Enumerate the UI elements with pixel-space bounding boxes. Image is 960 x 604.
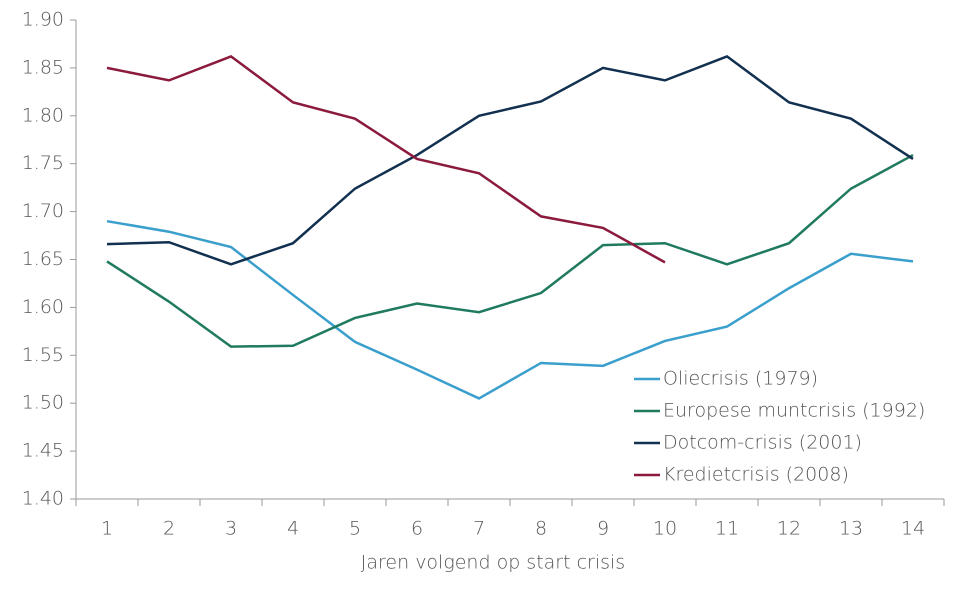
y-tick-label: 1.65	[22, 248, 64, 270]
x-tick-label: 5	[349, 518, 361, 540]
legend-label: Europese muntcrisis (1992)	[663, 400, 925, 422]
x-tick-label: 9	[597, 518, 609, 540]
legend-label: Dotcom-crisis (2001)	[663, 432, 862, 454]
y-tick-label: 1.80	[22, 104, 64, 126]
y-tick-label: 1.60	[22, 296, 64, 318]
y-tick-label: 1.55	[22, 344, 64, 366]
y-tick-label: 1.40	[22, 488, 64, 510]
y-tick-label: 1.85	[22, 56, 64, 78]
x-tick-label: 10	[653, 518, 677, 540]
x-tick-label: 12	[777, 518, 801, 540]
series-line	[106, 219, 914, 400]
legend-label: Oliecrisis (1979)	[663, 368, 818, 390]
legend-label: Kredietcrisis (2008)	[663, 464, 849, 486]
series-line	[106, 54, 914, 266]
x-tick-label: 7	[473, 518, 485, 540]
y-tick-label: 1.50	[22, 392, 64, 414]
x-tick-label: 1	[101, 518, 113, 540]
y-tick-label: 1.70	[22, 200, 64, 222]
x-tick-label: 8	[535, 518, 547, 540]
x-tick-label: 4	[287, 518, 299, 540]
y-tick-label: 1.90	[22, 9, 64, 31]
series-line	[106, 153, 914, 348]
y-tick-label: 1.75	[22, 152, 64, 174]
x-tick-label: 14	[901, 518, 925, 540]
series-line	[106, 54, 666, 264]
x-tick-label: 6	[411, 518, 423, 540]
x-axis-label: Jaren volgend op start crisis	[361, 552, 625, 574]
y-tick-label: 1.45	[22, 440, 64, 462]
x-tick-label: 13	[839, 518, 863, 540]
x-tick-label: 2	[163, 518, 175, 540]
x-tick-label: 11	[715, 518, 739, 540]
x-tick-label: 3	[225, 518, 237, 540]
